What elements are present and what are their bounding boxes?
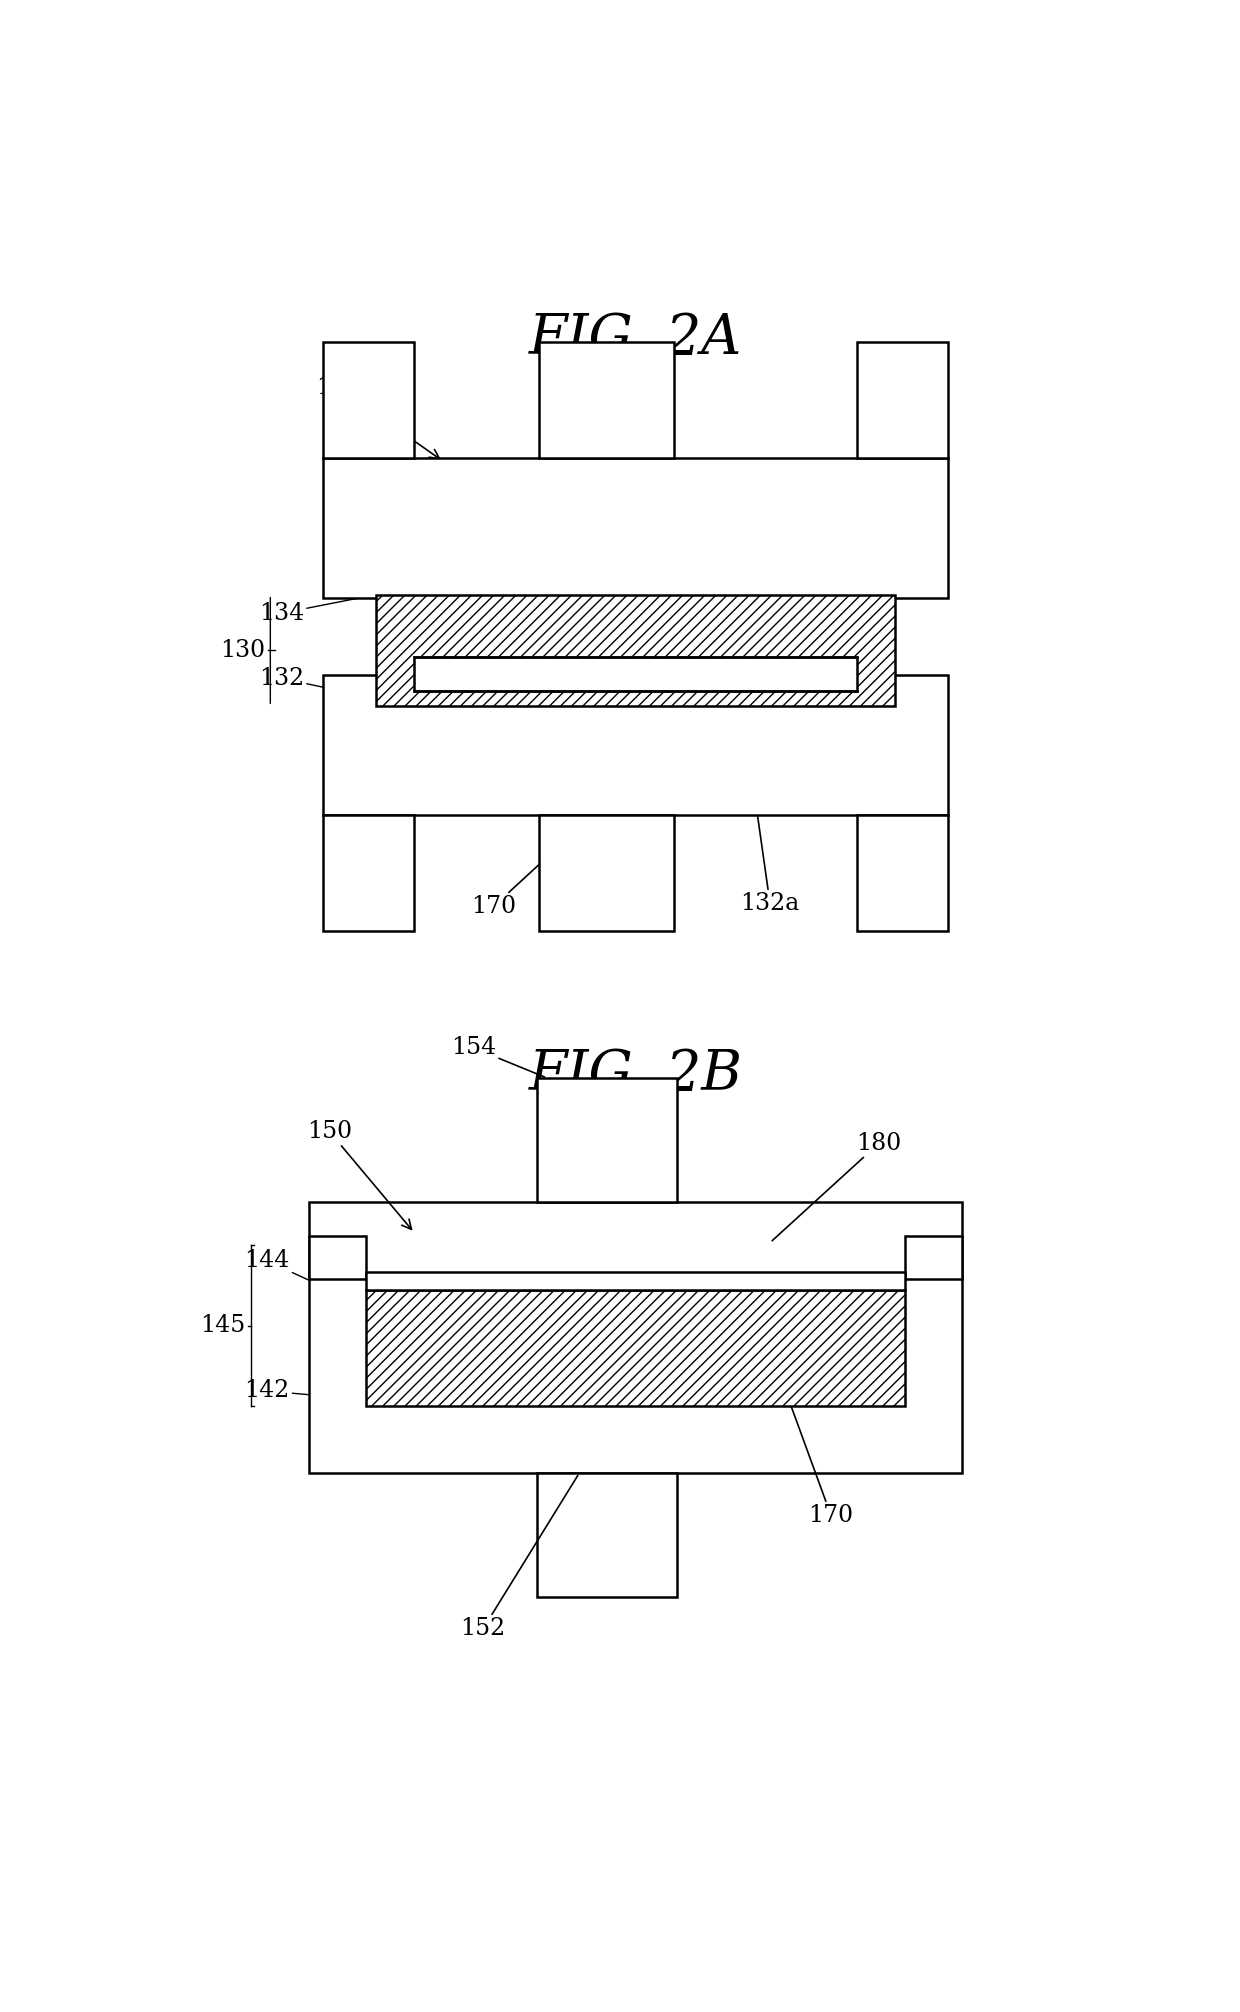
Bar (367, 1290, 905, 1406)
Text: 170: 170 (471, 817, 591, 917)
Text: 145: 145 (200, 1314, 246, 1338)
Text: 154: 154 (451, 1036, 544, 1076)
Text: 124: 124 (464, 497, 510, 588)
Bar (376, 596, 895, 706)
Bar (905, 1235, 962, 1280)
Text: 142: 142 (244, 1380, 308, 1402)
Text: 170: 170 (771, 1350, 853, 1527)
Text: 144: 144 (244, 1249, 309, 1280)
Text: 180: 180 (773, 1131, 901, 1241)
Bar (539, 342, 675, 459)
Text: FIG. 2A: FIG. 2A (528, 312, 743, 366)
Text: FIG. 2B: FIG. 2B (528, 1046, 743, 1103)
Bar (324, 676, 947, 815)
Bar (324, 342, 414, 459)
Bar (309, 1235, 367, 1280)
Text: 130: 130 (221, 640, 265, 662)
Text: 152: 152 (460, 1475, 578, 1640)
Text: 132: 132 (259, 666, 373, 698)
Bar (324, 459, 947, 598)
Bar (414, 656, 857, 690)
Bar (857, 342, 947, 459)
Text: 120: 120 (316, 376, 439, 459)
Text: 134a: 134a (763, 519, 916, 626)
Bar (537, 1078, 677, 1201)
Text: 122: 122 (348, 809, 394, 903)
Text: 132a: 132a (740, 771, 800, 915)
Bar (539, 815, 675, 932)
Text: 150: 150 (306, 1121, 412, 1229)
Text: 134: 134 (259, 596, 373, 626)
Bar (309, 1201, 962, 1473)
Bar (367, 1272, 905, 1290)
Bar (324, 815, 414, 932)
Bar (537, 1473, 677, 1598)
Bar (857, 815, 947, 932)
